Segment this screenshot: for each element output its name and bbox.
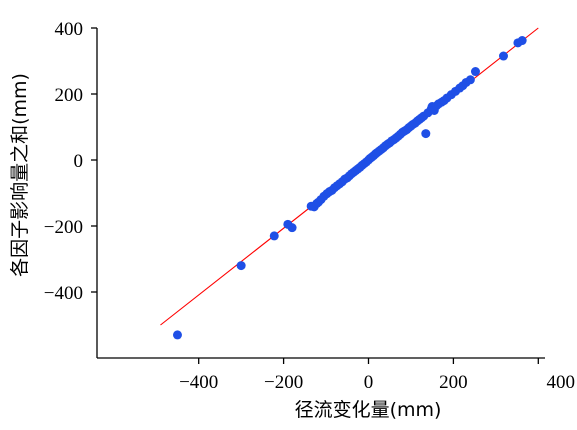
data-point [172,330,182,340]
tick-labels: −400 −200 0 200 400 −400 −200 0 200 400 [44,19,575,393]
y-tick-label: −400 [44,283,83,304]
data-point [287,223,297,233]
points-group [172,36,527,340]
data-point [236,261,246,271]
y-tick-label: 0 [74,151,84,172]
x-tick-label: 200 [439,372,468,393]
y-tick-label: 200 [55,85,84,106]
y-axis-label: 各因子影响量之和(mm) [9,73,31,277]
y-tick-label: 400 [55,19,84,40]
data-point [498,51,508,61]
data-point [517,36,527,46]
data-point [269,231,279,241]
x-tick-label: 400 [547,372,576,393]
x-tick-label: −200 [264,372,303,393]
data-point [465,75,475,85]
data-point [470,67,480,77]
y-tick-label: −200 [44,217,83,238]
axes [91,27,545,364]
x-axis-label: 径流变化量(mm) [295,399,442,421]
x-tick-label: −400 [179,372,218,393]
data-point [421,129,431,139]
x-tick-label: 0 [364,372,374,393]
